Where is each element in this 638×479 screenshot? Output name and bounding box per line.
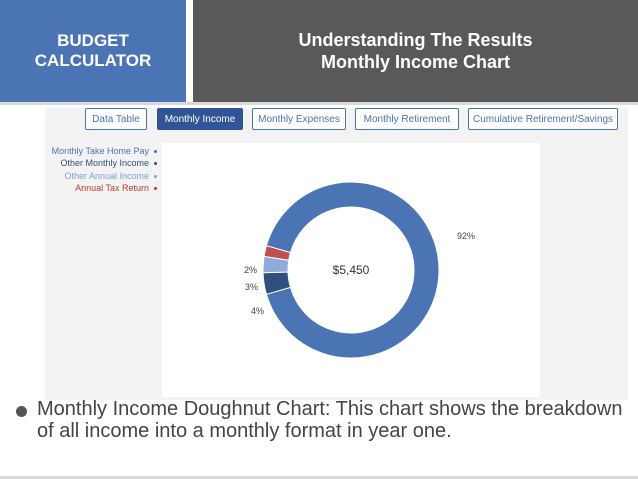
header-right: Understanding The Results Monthly Income… [193, 0, 638, 102]
legend-dot [154, 187, 157, 191]
chart-area: 92% 4% 3% 2% $5,450 [162, 143, 540, 397]
header-left: BUDGET CALCULATOR [0, 0, 186, 102]
doughnut-slice[interactable] [265, 181, 440, 359]
legend-dot [154, 162, 157, 166]
center-total-label: $5,450 [333, 263, 370, 277]
tab-monthly-retirement[interactable]: Monthly Retirement [355, 108, 459, 130]
tab-monthly-expenses[interactable]: Monthly Expenses [252, 108, 346, 130]
tab-cumulative-retirement-savings[interactable]: Cumulative Retirement/Savings [468, 108, 618, 130]
income-doughnut-chart: 92% 4% 3% 2% $5,450 [244, 181, 475, 359]
footer-divider [0, 476, 638, 479]
bullet-icon [16, 406, 27, 417]
bullet-text: Monthly Income Doughnut Chart: This char… [37, 398, 623, 442]
tab-label: Monthly Expenses [258, 113, 340, 125]
legend-item[interactable]: Other Annual Income [45, 170, 157, 182]
slice-label: 92% [457, 231, 475, 241]
tab-data-table[interactable]: Data Table [85, 108, 147, 130]
budget-calculator-title: BUDGET CALCULATOR [34, 31, 152, 70]
legend-item[interactable]: Other Monthly Income [45, 157, 157, 169]
slide-title-line2: Monthly Income Chart [320, 52, 510, 72]
legend-item[interactable]: Annual Tax Return [45, 182, 157, 194]
slice-label: 2% [244, 265, 257, 275]
tab-label: Data Table [92, 113, 140, 125]
doughnut-slice[interactable] [263, 245, 292, 261]
tab-label: Cumulative Retirement/Savings [472, 113, 614, 125]
legend-dot [154, 174, 157, 178]
tab-label: Monthly Income [164, 113, 236, 125]
slide-title-line1: Understanding The Results [298, 30, 533, 50]
legend-dot [154, 150, 157, 154]
legend-item[interactable]: Monthly Take Home Pay [45, 145, 157, 157]
slice-label: 4% [251, 306, 264, 316]
slice-label: 3% [245, 282, 258, 292]
tab-label: Monthly Retirement [363, 113, 451, 125]
chart-legend: Monthly Take Home Pay Other Monthly Inco… [45, 145, 157, 194]
tab-monthly-income[interactable]: Monthly Income [157, 108, 243, 130]
header-divider [0, 102, 638, 105]
